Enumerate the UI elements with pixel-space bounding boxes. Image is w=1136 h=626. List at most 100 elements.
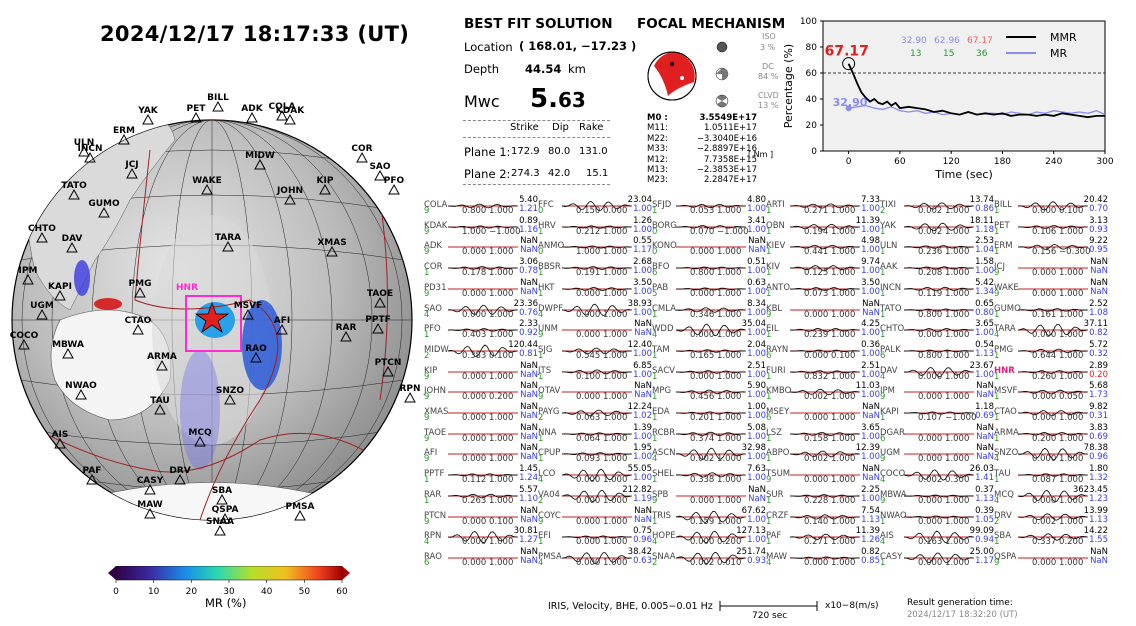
station-name: RAYN xyxy=(766,344,789,355)
station-name: TAOE xyxy=(424,427,447,438)
station-quality: 9 xyxy=(424,371,430,382)
station-ratio: 1.13 xyxy=(975,348,994,359)
station-name: PET xyxy=(994,220,1010,231)
station-triangle-icon xyxy=(372,322,384,334)
station-value: 0.65 xyxy=(975,298,994,309)
station-params: 0.000 1.000 xyxy=(1032,495,1084,506)
station-quality: 4 xyxy=(538,557,544,568)
waveform-trace xyxy=(448,433,518,435)
station-name: AAK xyxy=(880,262,898,273)
station-params: 0.000 1.000 xyxy=(1032,454,1084,465)
station-name: SNZO xyxy=(994,448,1019,459)
station-quality: 1 xyxy=(766,268,772,279)
station-quality: 4 xyxy=(652,454,658,465)
station-cell: TATO 1 0.800 1.000 0.65 0.80 xyxy=(880,298,994,320)
station-params: 0.000 1.000 xyxy=(918,392,970,403)
station-map-label: TATO xyxy=(61,181,87,191)
waveform-trace xyxy=(1018,533,1088,541)
station-params: 1.000 1.000 xyxy=(576,247,628,258)
station-cell: FURI 1 0.832 1.000 2.51 1.00 xyxy=(766,361,880,382)
station-ratio: 1.02 xyxy=(633,411,652,421)
station-ratio: 1.00 xyxy=(633,286,652,297)
waveform-trace xyxy=(448,516,518,517)
amplitude-unit: x10−8(m/s) xyxy=(825,601,879,611)
waveform-trace xyxy=(676,306,746,313)
station-quality: 4 xyxy=(424,537,430,548)
station-quality: 1 xyxy=(994,309,1000,320)
station-cell: EDA 1 0.201 1.000 1.00 1.00 xyxy=(652,402,766,423)
top-count-label: 15 xyxy=(943,49,954,59)
station-cell: AIS 4 0.163 1.000 99.09 0.94 xyxy=(880,526,994,547)
station-value: 7.33 xyxy=(861,195,880,205)
station-value: 1.80 xyxy=(1089,464,1108,475)
station-value: 0.54 xyxy=(975,339,994,350)
station-triangle-icon xyxy=(404,391,416,403)
mmr-peak-marker xyxy=(842,57,856,71)
station-value: 1.58 xyxy=(975,257,994,268)
station-ratio: 1.00 xyxy=(747,473,766,484)
plane1-rake: 131.0 xyxy=(579,146,608,157)
station-ratio: 1.00 xyxy=(861,286,880,297)
station-value: 251.74 xyxy=(736,546,766,557)
station-cell: LSZ 1 0.158 1.000 3.65 1.00 xyxy=(766,423,880,444)
station-cell: TAOE 9 0.000 1.000 NaN NaN xyxy=(424,423,538,444)
station-params: 0.212 1.000 xyxy=(576,226,628,237)
station-params: 0.000 1.000 xyxy=(1032,557,1084,568)
plane2-label: Plane 2: xyxy=(464,167,511,181)
y-axis-label: Percentage (%) xyxy=(782,44,795,128)
station-value: 14.22 xyxy=(1083,526,1108,537)
station-name: COYC xyxy=(538,510,561,521)
station-params: 0.000 0.200 xyxy=(462,392,514,403)
moment-row: M33: −2.8897E+16 xyxy=(647,144,757,155)
station-ratio: 1.00 xyxy=(861,431,880,442)
station-cell: SNZO 4 0.000 1.000 78.38 0.96 xyxy=(994,443,1108,465)
station-params: 0.000 0.100 xyxy=(462,516,514,527)
station-map-label: CTAO xyxy=(125,316,152,326)
station-map-label: PTCN xyxy=(375,358,402,368)
station-params: 0.338 1.000 xyxy=(690,475,742,486)
station-value: 67.62 xyxy=(741,505,766,516)
station-triangle-icon xyxy=(156,359,168,371)
station-triangle-icon xyxy=(66,241,78,253)
station-value: 3.50 xyxy=(861,277,880,288)
station-cell: KIP 9 0.000 1.000 NaN NaN xyxy=(424,361,538,382)
station-name: RAO xyxy=(424,551,442,562)
station-ratio: 1.00 xyxy=(633,307,652,318)
station-name: BORG xyxy=(652,220,677,231)
station-quality: 9 xyxy=(424,226,430,237)
station-cell: ERM 1 0.156 −0.300 9.22 0.95 xyxy=(994,236,1108,257)
station-quality: 1 xyxy=(994,226,1000,237)
station-value: NaN xyxy=(1090,546,1108,557)
station-quality: 1 xyxy=(994,392,1000,403)
station-ratio: NaN xyxy=(634,390,652,401)
station-cell: KDAK 9 1.000 −1.000 0.89 1.16 xyxy=(424,216,538,237)
station-quality: 0 xyxy=(652,226,658,237)
station-triangle-icon xyxy=(246,111,258,123)
station-params: 0.125 1.000 xyxy=(804,268,856,279)
station-name: ASCN xyxy=(652,448,676,459)
mw-label: Mwc xyxy=(464,92,500,111)
station-cell: UNM 9 0.000 1.000 NaN NaN xyxy=(538,319,652,340)
station-params: 0.064 1.000 xyxy=(576,433,628,444)
station-ratio: 0.94 xyxy=(975,535,994,546)
station-value: 38.93 xyxy=(627,298,652,309)
station-ratio: 0.82 xyxy=(1089,328,1108,339)
station-ratio: 1.21 xyxy=(519,204,538,214)
station-name: CPUP xyxy=(538,448,561,459)
station-value: 12.24 xyxy=(627,402,652,412)
x-tick-label: 240 xyxy=(1045,157,1062,167)
station-quality: 1 xyxy=(766,495,772,506)
station-cell: EIL 1 0.239 1.000 4.25 1.00 xyxy=(766,319,880,340)
station-cell: JCJ 9 0.000 1.000 NaN NaN xyxy=(994,257,1108,278)
station-name: OBN xyxy=(766,220,785,231)
station-quality: 1 xyxy=(652,433,658,444)
station-ratio: NaN xyxy=(862,411,880,421)
station-quality: 6 xyxy=(766,413,772,423)
station-ratio: NaN xyxy=(976,390,994,401)
station-ratio: NaN xyxy=(520,369,538,380)
station-params: 0.178 1.000 xyxy=(462,268,514,279)
station-ratio: 1.00 xyxy=(747,307,766,318)
station-map-label: MCQ xyxy=(188,428,212,438)
station-name: FFC xyxy=(538,200,554,210)
station-cell: VA04 2 0.000 1.000 212.82 1.19 xyxy=(538,485,652,506)
